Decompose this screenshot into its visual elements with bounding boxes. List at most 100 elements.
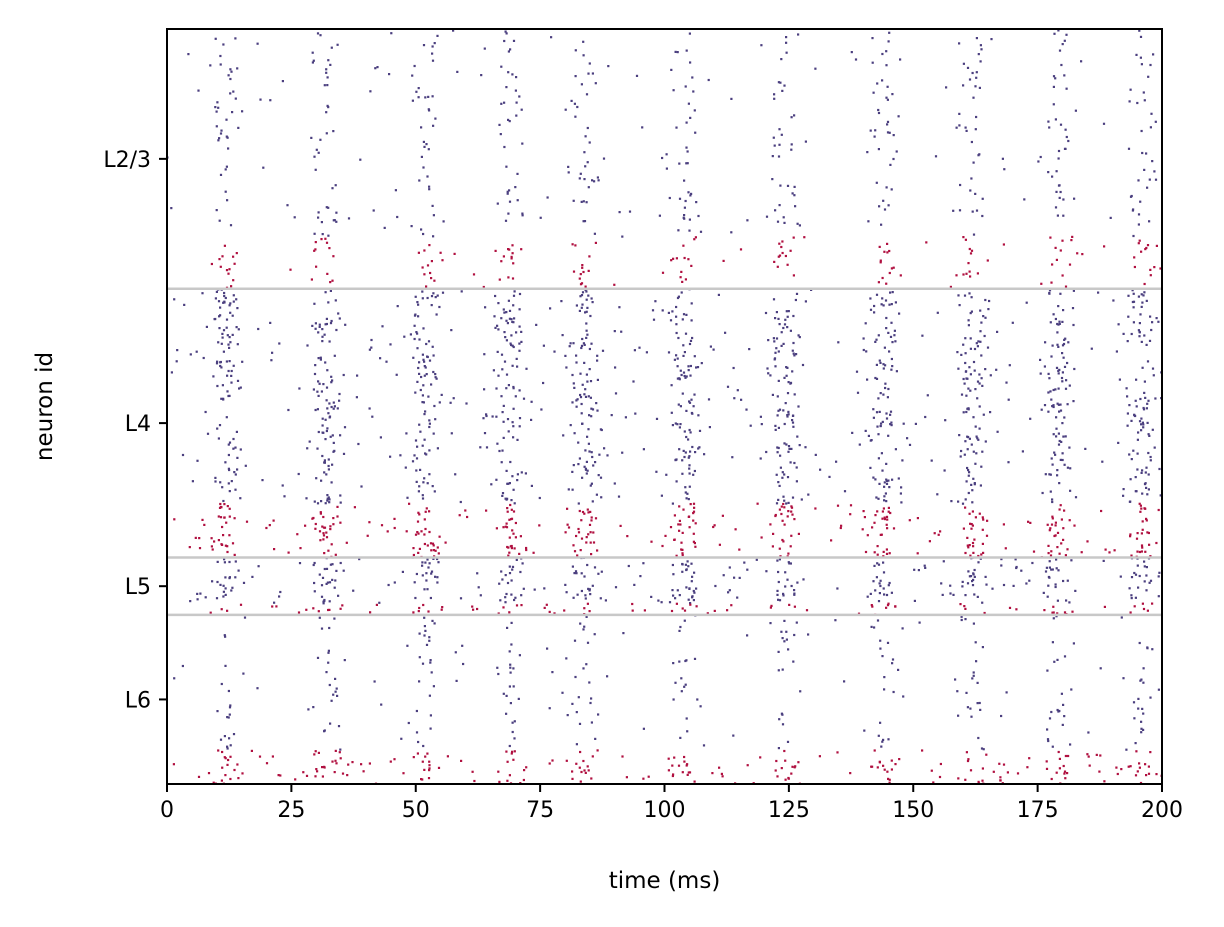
spike-marker (685, 435, 688, 439)
spike-marker (502, 308, 505, 311)
spike-marker (423, 145, 426, 148)
spike-marker (501, 494, 504, 497)
spike-marker (1109, 216, 1112, 219)
spike-marker (416, 531, 419, 534)
spike-marker (689, 194, 692, 197)
spike-marker (795, 292, 799, 295)
spike-marker (596, 549, 599, 552)
spike-marker (588, 255, 591, 258)
spike-marker (407, 721, 410, 725)
layer-label: L4 (125, 412, 151, 437)
spike-marker (428, 422, 431, 425)
spike-marker (787, 445, 791, 448)
spike-marker (676, 377, 679, 380)
spike-marker (1057, 387, 1060, 390)
spike-marker (594, 461, 597, 464)
spike-marker (884, 386, 887, 390)
spike-marker (514, 596, 517, 599)
spike-marker (1055, 366, 1059, 369)
spike-marker (976, 437, 979, 440)
spike-marker (660, 601, 663, 604)
spike-marker (1055, 190, 1058, 193)
spike-marker (574, 570, 578, 573)
spike-marker (785, 41, 788, 44)
spike-marker (1140, 727, 1143, 730)
spike-marker (497, 302, 500, 305)
spike-marker (272, 519, 275, 522)
spike-marker (579, 549, 582, 552)
spike-marker (1001, 157, 1004, 160)
spike-marker (694, 451, 697, 454)
spike-marker (500, 317, 503, 320)
spike-marker (1155, 244, 1158, 247)
spike-marker (507, 71, 510, 74)
spike-marker (433, 490, 436, 493)
spike-marker (1137, 431, 1140, 434)
spike-marker (789, 461, 792, 464)
spike-marker (235, 298, 238, 301)
spike-marker (227, 453, 230, 457)
spike-marker (970, 443, 973, 446)
spike-marker (220, 366, 223, 369)
spike-marker (680, 677, 683, 680)
spike-marker (1098, 770, 1101, 773)
spike-marker (413, 314, 417, 317)
spike-marker (687, 365, 690, 368)
spike-marker (778, 508, 781, 511)
spike-marker (219, 738, 223, 741)
spike-marker (684, 332, 688, 335)
spike-marker (585, 322, 588, 325)
spike-marker (790, 143, 793, 146)
spike-marker (1039, 372, 1042, 375)
spike-marker (625, 776, 628, 779)
spike-marker (326, 497, 329, 500)
spike-marker (1002, 523, 1005, 526)
spike-marker (973, 575, 976, 578)
spike-marker (887, 602, 890, 605)
spike-marker (938, 775, 942, 779)
spike-marker (456, 70, 459, 73)
spike-marker (589, 510, 592, 513)
spike-marker (1065, 379, 1068, 382)
spike-marker (975, 660, 978, 663)
spike-marker (932, 781, 935, 784)
spike-marker (891, 341, 894, 344)
spike-marker (325, 206, 328, 209)
spike-marker (777, 155, 781, 158)
spike-marker (682, 344, 685, 347)
spike-marker (323, 459, 326, 462)
spike-marker (306, 344, 309, 347)
spike-marker (418, 656, 421, 659)
spike-marker (423, 616, 426, 619)
spike-marker (329, 63, 332, 66)
spike-marker (718, 543, 721, 546)
spike-marker (940, 582, 943, 585)
spike-marker (593, 633, 596, 636)
spike-marker (512, 387, 515, 390)
spike-marker (1026, 766, 1029, 769)
spike-marker (975, 209, 979, 212)
spike-marker (571, 373, 574, 377)
spike-marker (314, 750, 317, 753)
spike-marker (583, 151, 586, 154)
spike-marker (664, 534, 667, 537)
spike-marker (781, 538, 784, 542)
spike-marker (574, 75, 577, 78)
spike-marker (783, 619, 786, 622)
spike-marker (1132, 306, 1135, 309)
spike-marker (299, 547, 302, 550)
spike-marker (545, 603, 548, 606)
spike-marker (1047, 739, 1050, 743)
spike-marker (1128, 100, 1131, 103)
spike-marker (433, 42, 436, 45)
spike-marker (360, 763, 363, 766)
spike-marker (421, 290, 424, 293)
spike-marker (954, 678, 957, 681)
spike-marker (473, 779, 476, 783)
spike-marker (580, 83, 583, 86)
spike-marker (564, 531, 567, 534)
spike-marker (882, 550, 885, 553)
spike-marker (965, 272, 968, 275)
spike-marker (1148, 339, 1152, 342)
spike-marker (777, 598, 780, 601)
